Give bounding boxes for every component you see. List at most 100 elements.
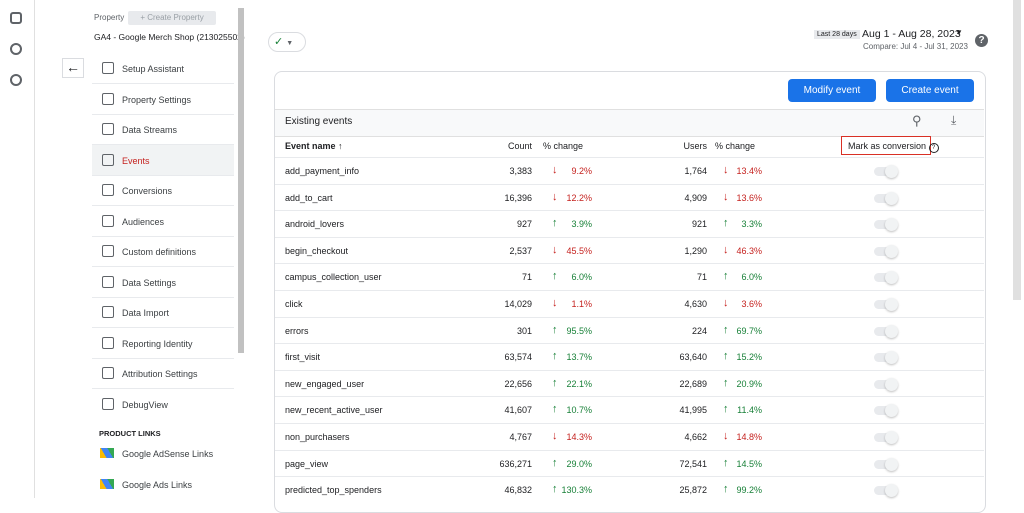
count: 22,656 (504, 378, 532, 389)
event-name[interactable]: click (285, 299, 303, 309)
search-icon[interactable]: ⚲ (912, 113, 922, 128)
filter-chip[interactable]: ✓ ▼ (268, 32, 306, 52)
property-name[interactable]: GA4 - Google Merch Shop (213025502) (94, 32, 245, 42)
explore-icon[interactable] (10, 43, 22, 55)
product-links-title: PRODUCT LINKS (99, 429, 161, 438)
event-name[interactable]: page_view (285, 458, 329, 469)
count: 14,029 (504, 299, 532, 309)
nav-item[interactable]: Data Streams (122, 125, 178, 135)
count-change: 13.7% (566, 352, 592, 363)
date-dropdown[interactable]: ▼ (955, 28, 963, 37)
conversion-toggle[interactable] (874, 298, 898, 311)
row-divider (275, 157, 984, 158)
count-change: 14.3% (566, 432, 592, 442)
nav-divider (92, 327, 234, 328)
nav-divider (92, 388, 234, 389)
nav-item[interactable]: Custom definitions (122, 247, 197, 257)
users-change: 3.3% (741, 219, 762, 230)
nav-item[interactable]: Data Settings (122, 277, 177, 288)
event-name[interactable]: new_engaged_user (285, 378, 365, 389)
conversion-toggle[interactable] (874, 404, 898, 418)
row-divider (275, 476, 984, 478)
nav-item[interactable]: Setup Assistant (122, 64, 185, 74)
conversion-toggle[interactable] (874, 244, 898, 258)
event-name[interactable]: add_payment_info (285, 166, 360, 176)
conversion-toggle[interactable] (874, 351, 898, 365)
advertising-icon[interactable] (10, 74, 22, 86)
users-change: 11.4% (737, 405, 762, 416)
product-link[interactable]: Google Ads Links (122, 480, 193, 490)
page: Property + Create Property GA4 - Google … (10, 0, 1021, 513)
nav-icon (102, 397, 114, 410)
nav-item[interactable]: DebugView (122, 399, 168, 410)
nav-divider (92, 83, 234, 84)
nav-icon (102, 245, 114, 257)
conversion-toggle[interactable] (874, 218, 898, 232)
reports-icon[interactable] (10, 12, 22, 24)
count: 636,271 (499, 458, 532, 469)
count-change: 6.0% (571, 272, 592, 283)
trend-arrow: ↑ (723, 217, 729, 230)
users: 1,290 (684, 245, 707, 256)
conversion-toggle[interactable] (874, 324, 898, 338)
count-change: 12.2% (566, 192, 592, 203)
nav-item[interactable]: Audiences (122, 216, 165, 227)
event-name-header[interactable]: Event name ↑ (285, 141, 343, 151)
nav-item[interactable]: Attribution Settings (122, 369, 198, 379)
event-name[interactable]: errors (285, 325, 309, 336)
conversion-toggle[interactable] (874, 191, 898, 205)
event-name[interactable]: new_recent_active_user (285, 405, 383, 416)
conversion-toggle[interactable] (874, 377, 898, 391)
event-name[interactable]: add_to_cart (285, 192, 333, 203)
conversion-toggle[interactable] (874, 165, 898, 178)
conversion-toggle[interactable] (874, 484, 898, 498)
nav-item[interactable]: Reporting Identity (122, 338, 193, 349)
users-change: 15.2% (736, 352, 762, 363)
create-event-button[interactable]: Create event (886, 79, 974, 102)
event-name[interactable]: campus_collection_user (285, 272, 382, 283)
conversion-toggle[interactable] (874, 431, 898, 444)
nav-item[interactable]: Conversions (122, 186, 173, 196)
trend-arrow: ↑ (552, 270, 558, 283)
trend-arrow: ↓ (552, 430, 558, 442)
nav-item[interactable]: Events (122, 155, 150, 166)
count-change: 10.7% (566, 405, 592, 416)
event-name[interactable]: predicted_top_spenders (285, 485, 382, 496)
event-name[interactable]: non_purchasers (285, 432, 350, 442)
trend-arrow: ↓ (723, 430, 729, 442)
users: 25,872 (679, 485, 707, 496)
conversion-toggle[interactable] (874, 457, 898, 471)
link-icon (100, 479, 114, 489)
conversion-header: Mark as conversion ? (848, 141, 939, 153)
page-scrollbar (1013, 0, 1021, 300)
event-name[interactable]: android_lovers (285, 219, 345, 230)
conversion-toggle[interactable] (874, 271, 898, 285)
nav-scrollbar (238, 8, 244, 353)
event-name[interactable]: begin_checkout (285, 245, 349, 256)
count: 2,537 (509, 245, 532, 256)
trend-arrow: ↓ (552, 190, 558, 203)
back-button[interactable]: ← (62, 58, 84, 78)
create-property-button[interactable]: + Create Property (128, 11, 216, 25)
help-icon[interactable]: ? (975, 34, 988, 47)
nav-item[interactable]: Data Import (122, 308, 170, 318)
column-header: Count (507, 141, 532, 151)
row-divider (275, 343, 984, 345)
users-change: 69.7% (736, 325, 762, 336)
event-name[interactable]: first_visit (285, 352, 321, 363)
property-label: Property (94, 13, 125, 22)
download-icon[interactable]: ⤓ (951, 113, 957, 127)
trend-arrow: ↓ (723, 297, 729, 309)
count: 41,607 (504, 405, 532, 416)
users: 921 (691, 219, 707, 230)
count: 63,574 (504, 352, 532, 363)
count-change: 29.0% (566, 458, 592, 469)
trend-arrow: ↑ (552, 483, 558, 496)
row-divider (275, 449, 984, 451)
date-range[interactable]: Aug 1 - Aug 28, 2023 (862, 28, 961, 40)
count: 46,832 (504, 485, 532, 496)
product-link[interactable]: Google AdSense Links (122, 449, 214, 459)
trend-arrow: ↑ (552, 456, 558, 469)
modify-event-button[interactable]: Modify event (788, 79, 876, 102)
nav-item[interactable]: Property Settings (122, 94, 192, 105)
